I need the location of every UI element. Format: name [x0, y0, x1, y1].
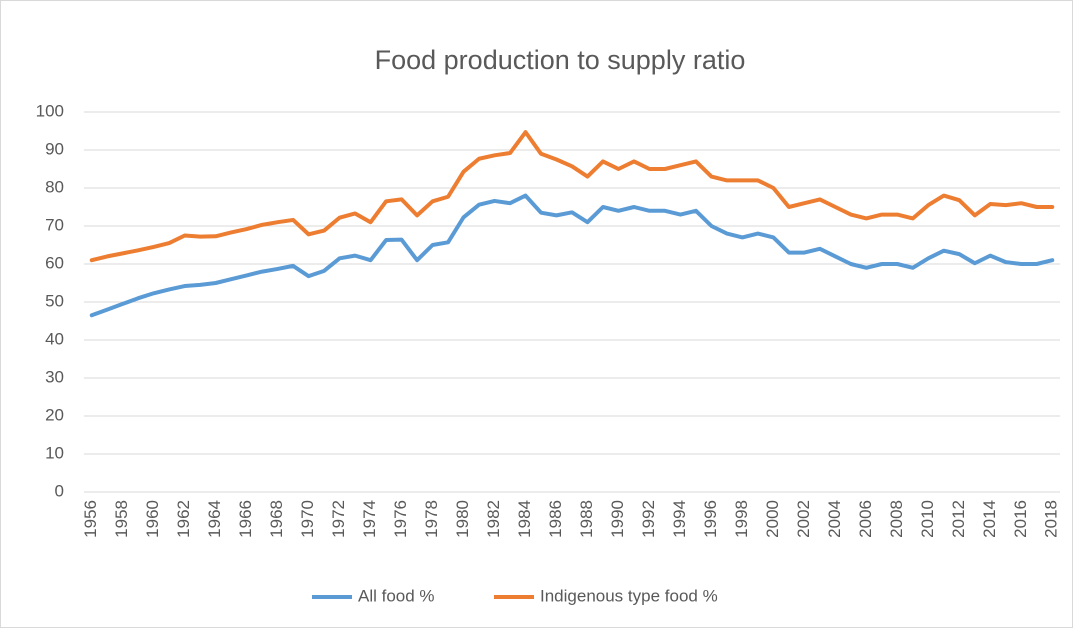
x-tick-label: 2016 — [1011, 500, 1030, 538]
y-tick-label: 10 — [45, 443, 64, 462]
y-tick-label: 80 — [45, 177, 64, 196]
chart-title: Food production to supply ratio — [375, 45, 746, 75]
x-tick-label: 1978 — [422, 500, 441, 538]
x-tick-label: 1958 — [112, 500, 131, 538]
x-tick-label: 1998 — [732, 500, 751, 538]
x-tick-label: 1966 — [236, 500, 255, 538]
x-tick-label: 1986 — [546, 500, 565, 538]
x-tick-label: 1956 — [81, 500, 100, 538]
y-tick-label: 70 — [45, 215, 64, 234]
x-tick-label: 1992 — [639, 500, 658, 538]
y-tick-label: 30 — [45, 367, 64, 386]
x-tick-label: 1960 — [143, 500, 162, 538]
y-tick-label: 0 — [55, 481, 64, 500]
x-tick-label: 1980 — [453, 500, 472, 538]
x-tick-label: 2018 — [1042, 500, 1061, 538]
x-tick-label: 2014 — [980, 500, 999, 538]
x-tick-label: 2006 — [856, 500, 875, 538]
x-tick-label: 2002 — [794, 500, 813, 538]
x-tick-label: 1974 — [360, 500, 379, 538]
x-tick-label: 1964 — [205, 500, 224, 538]
x-tick-label: 2010 — [918, 500, 937, 538]
y-tick-label: 20 — [45, 405, 64, 424]
x-tick-label: 1982 — [484, 500, 503, 538]
x-tick-label: 1968 — [267, 500, 286, 538]
x-tick-label: 1990 — [608, 500, 627, 538]
data-line — [89, 130, 1055, 263]
y-tick-label: 50 — [45, 291, 64, 310]
x-tick-label: 1984 — [515, 500, 534, 538]
x-tick-label: 1962 — [174, 500, 193, 538]
x-tick-label: 2012 — [949, 500, 968, 538]
y-tick-label: 40 — [45, 329, 64, 348]
y-tick-label: 100 — [36, 101, 64, 120]
x-tick-label: 2004 — [825, 500, 844, 538]
x-tick-label: 1976 — [391, 500, 410, 538]
y-tick-label: 60 — [45, 253, 64, 272]
legend-label: All food % — [358, 586, 435, 605]
x-tick-label: 1988 — [577, 500, 596, 538]
x-tick-label: 2008 — [887, 500, 906, 538]
y-tick-label: 90 — [45, 139, 64, 158]
x-tick-label: 1994 — [670, 500, 689, 538]
x-tick-label: 1972 — [329, 500, 348, 538]
x-tick-label: 2000 — [763, 500, 782, 538]
data-line — [89, 193, 1055, 318]
x-tick-label: 1996 — [701, 500, 720, 538]
x-tick-label: 1970 — [298, 500, 317, 538]
legend-label: Indigenous type food % — [540, 586, 718, 605]
